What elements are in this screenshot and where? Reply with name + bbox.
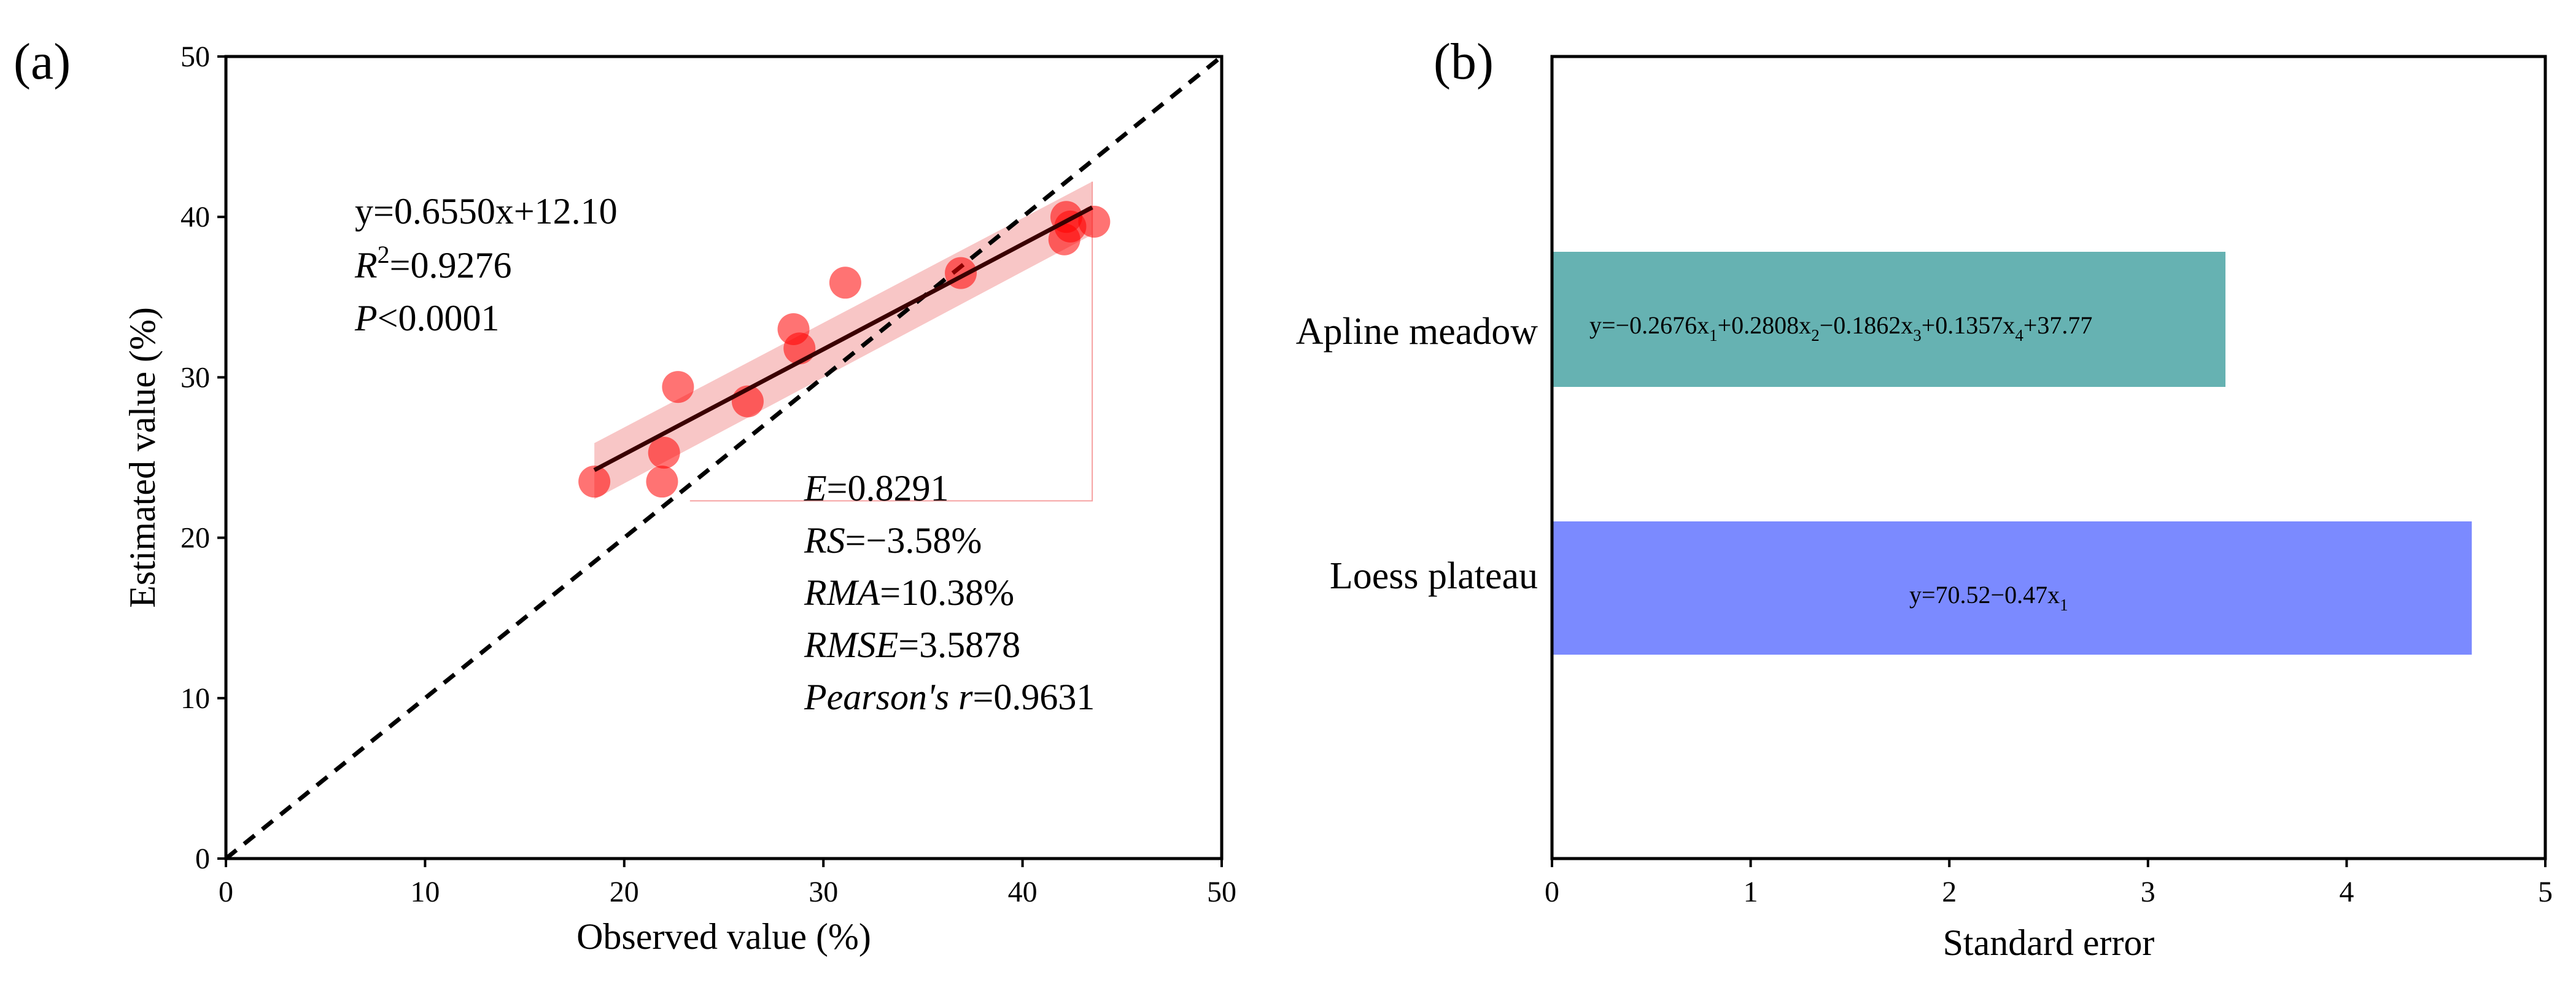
data-point: [578, 466, 611, 498]
equation-apline-meadow: y=−0.2676x1+0.2808x2−0.1862x3+0.1357x4+3…: [1589, 311, 2092, 345]
panel-b-label: (b): [1433, 33, 1494, 90]
y-tick-label-a: 10: [180, 682, 210, 715]
bar-apline-meadow: [1552, 252, 2226, 387]
category-label-apline-meadow: Apline meadow: [1296, 311, 1538, 353]
x-axis-label-a: Observed value (%): [576, 916, 871, 957]
rs-stat: RS=−3.58%: [804, 520, 982, 561]
x-tick-label-b: 3: [2141, 876, 2155, 908]
y-tick-label-a: 30: [180, 361, 210, 394]
panel-b: (b) 0 1 2 3 4 5 Apline meadow Loess plateau y…: [1296, 33, 2553, 963]
x-tick-label-b: 1: [1744, 876, 1758, 908]
x-tick-label-b: 0: [1545, 876, 1559, 908]
data-point: [829, 267, 861, 299]
data-point: [646, 466, 678, 498]
x-tick-label-a: 30: [809, 876, 838, 908]
x-axis-ticks-a: 0 10 20 30 40 50: [219, 859, 1236, 908]
confidence-band-outline: [689, 181, 1093, 502]
plot-frame-b: [1550, 55, 2547, 860]
panel-a-label: (a): [14, 33, 71, 90]
pearson-stat: Pearson's r=0.9631: [804, 677, 1095, 717]
fit-equation: y=0.6550x+12.10: [355, 191, 618, 232]
rma-stat: RMA=10.38%: [804, 572, 1014, 613]
x-tick-label-a: 50: [1207, 876, 1236, 908]
y-tick-label-a: 0: [195, 843, 210, 875]
rmse-stat: RMSE=3.5878: [804, 625, 1020, 665]
x-tick-label-a: 40: [1008, 876, 1038, 908]
panel-a: (a) 0 10 20 30 40 50 0 10 20 30 40 50 Observed val…: [14, 33, 1236, 957]
x-tick-label-a: 20: [610, 876, 639, 908]
bar-loess-plateau: [1552, 521, 2472, 655]
data-point: [1078, 206, 1111, 238]
data-point: [648, 437, 680, 469]
x-axis-label-b: Standard error: [1943, 922, 2155, 963]
equation-loess-plateau: y=70.52−0.47x1: [1909, 581, 2068, 614]
x-tick-label-a: 0: [219, 876, 233, 908]
one-to-one-line: [224, 55, 1224, 860]
y-axis-ticks-a: 0 10 20 30 40 50: [180, 41, 226, 875]
x-tick-label-b: 5: [2538, 876, 2553, 908]
r-squared: R2=0.9276: [354, 241, 512, 286]
regression-line: [593, 205, 1093, 472]
category-label-loess-plateau: Loess plateau: [1330, 555, 1538, 597]
plot-frame-a: [224, 55, 1224, 860]
y-tick-label-a: 40: [180, 201, 210, 233]
y-tick-label-a: 20: [180, 522, 210, 555]
x-tick-label-a: 10: [410, 876, 440, 908]
x-tick-label-b: 4: [2339, 876, 2354, 908]
x-axis-ticks-b: 0 1 2 3 4 5: [1545, 859, 2553, 908]
x-tick-label-b: 2: [1942, 876, 1957, 908]
y-axis-label-a: Estimated value (%): [122, 307, 163, 608]
efficiency-stat: E=0.8291: [804, 468, 949, 509]
data-point: [1054, 210, 1087, 243]
data-point: [662, 371, 694, 403]
y-tick-label-a: 50: [180, 41, 210, 73]
p-value: P<0.0001: [354, 298, 500, 338]
